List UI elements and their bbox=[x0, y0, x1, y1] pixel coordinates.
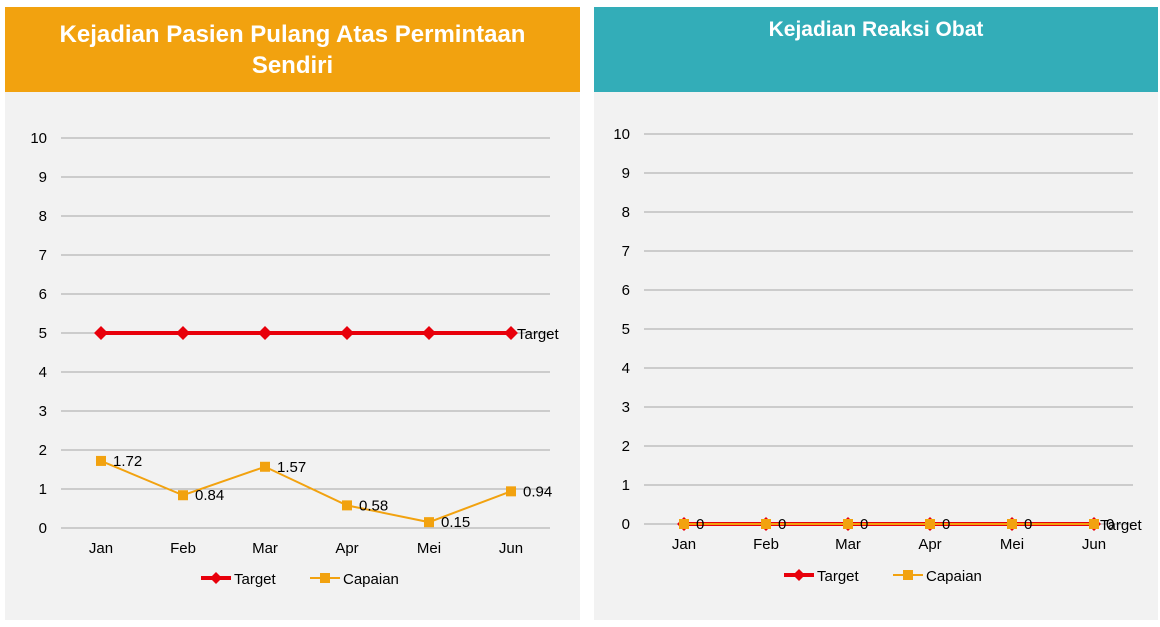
data-point-capaian bbox=[1007, 519, 1017, 529]
data-label: 0 bbox=[696, 516, 704, 533]
data-point-capaian bbox=[260, 461, 270, 472]
x-tick-label: Apr bbox=[918, 536, 941, 553]
data-point-capaian bbox=[843, 519, 853, 529]
y-tick-label: 10 bbox=[613, 126, 630, 143]
y-tick-label: 6 bbox=[39, 286, 47, 303]
data-point-target bbox=[504, 326, 518, 340]
chart-title: Kejadian Reaksi Obat bbox=[594, 7, 1158, 92]
data-point-target bbox=[94, 326, 108, 340]
y-tick-label: 4 bbox=[39, 364, 47, 381]
data-label: 0.94 bbox=[523, 483, 552, 500]
x-tick-label: Mar bbox=[252, 540, 278, 557]
x-tick-label: Feb bbox=[170, 540, 196, 557]
y-tick-label: 0 bbox=[622, 516, 630, 533]
y-tick-label: 1 bbox=[622, 477, 630, 494]
legend-marker bbox=[320, 573, 330, 583]
data-point-capaian bbox=[1089, 519, 1099, 529]
legend-label: Capaian bbox=[343, 571, 399, 588]
data-point-target bbox=[422, 326, 436, 340]
data-label: 0.58 bbox=[359, 497, 388, 514]
legend-marker bbox=[903, 570, 913, 580]
data-label: 1.72 bbox=[113, 453, 142, 470]
data-label: 1.57 bbox=[277, 459, 306, 476]
y-tick-label: 3 bbox=[39, 403, 47, 420]
y-tick-label: 7 bbox=[39, 247, 47, 264]
y-tick-label: 2 bbox=[622, 438, 630, 455]
data-point-capaian bbox=[96, 455, 106, 466]
x-tick-label: Mei bbox=[1000, 536, 1024, 553]
data-point-capaian bbox=[424, 517, 434, 528]
data-label: 0.15 bbox=[441, 514, 470, 531]
x-tick-label: Jun bbox=[1082, 536, 1106, 553]
data-label: 0 bbox=[860, 516, 868, 533]
data-label: 0.84 bbox=[195, 487, 224, 504]
y-tick-label: 9 bbox=[622, 165, 630, 182]
series-end-label: Target bbox=[517, 326, 560, 343]
line-chart-pasien-pulang: 0 1 2 3 4 5 6 7 8 9 10 Jan Feb Mar Apr Mei Jun Target 1.72… bbox=[30, 130, 560, 588]
y-tick-label: 5 bbox=[622, 321, 630, 338]
x-tick-label: Jun bbox=[499, 540, 523, 557]
series-line-capaian bbox=[100, 459, 512, 524]
x-tick-label: Jan bbox=[672, 536, 696, 553]
legend-label: Target bbox=[234, 571, 277, 588]
x-tick-label: Jan bbox=[89, 540, 113, 557]
data-point-target bbox=[258, 326, 272, 340]
data-point-capaian bbox=[761, 519, 771, 529]
y-tick-label: 5 bbox=[39, 325, 47, 342]
y-tick-label: 3 bbox=[622, 399, 630, 416]
y-tick-label: 6 bbox=[622, 282, 630, 299]
legend-label: Capaian bbox=[926, 568, 982, 585]
data-point-capaian bbox=[506, 486, 516, 497]
y-tick-label: 0 bbox=[39, 520, 47, 537]
x-tick-label: Feb bbox=[753, 536, 779, 553]
legend-label: Target bbox=[817, 568, 860, 585]
y-tick-label: 9 bbox=[39, 169, 47, 186]
x-tick-label: Apr bbox=[335, 540, 358, 557]
x-tick-label: Mar bbox=[835, 536, 861, 553]
y-tick-label: 7 bbox=[622, 243, 630, 260]
y-tick-label: 4 bbox=[622, 360, 630, 377]
y-tick-label: 1 bbox=[39, 481, 47, 498]
data-point-capaian bbox=[342, 500, 352, 511]
data-label: 0 bbox=[942, 516, 950, 533]
data-point-target bbox=[340, 326, 354, 340]
y-tick-label: 10 bbox=[30, 130, 47, 147]
chart-title: Kejadian Pasien Pulang Atas Permintaan S… bbox=[5, 7, 580, 92]
data-label: 0 bbox=[1024, 516, 1032, 533]
data-label: 0 bbox=[1106, 516, 1114, 533]
series-end-label: Target bbox=[1100, 517, 1143, 534]
x-tick-label: Mei bbox=[417, 540, 441, 557]
data-label: 0 bbox=[778, 516, 786, 533]
chart-panel-pasien-pulang: Kejadian Pasien Pulang Atas Permintaan S… bbox=[5, 7, 580, 620]
data-point-capaian bbox=[178, 490, 188, 501]
data-point-capaian bbox=[679, 519, 689, 529]
legend-marker bbox=[793, 569, 805, 581]
chart-panel-reaksi-obat: Kejadian Reaksi Obat 0 1 2 3 4 5 6 7 8 9 10 Jan Feb M… bbox=[594, 7, 1158, 620]
y-tick-label: 8 bbox=[622, 204, 630, 221]
legend-marker bbox=[210, 572, 222, 584]
data-point-target bbox=[176, 326, 190, 340]
data-point-capaian bbox=[925, 519, 935, 529]
y-tick-label: 8 bbox=[39, 208, 47, 225]
y-tick-label: 2 bbox=[39, 442, 47, 459]
